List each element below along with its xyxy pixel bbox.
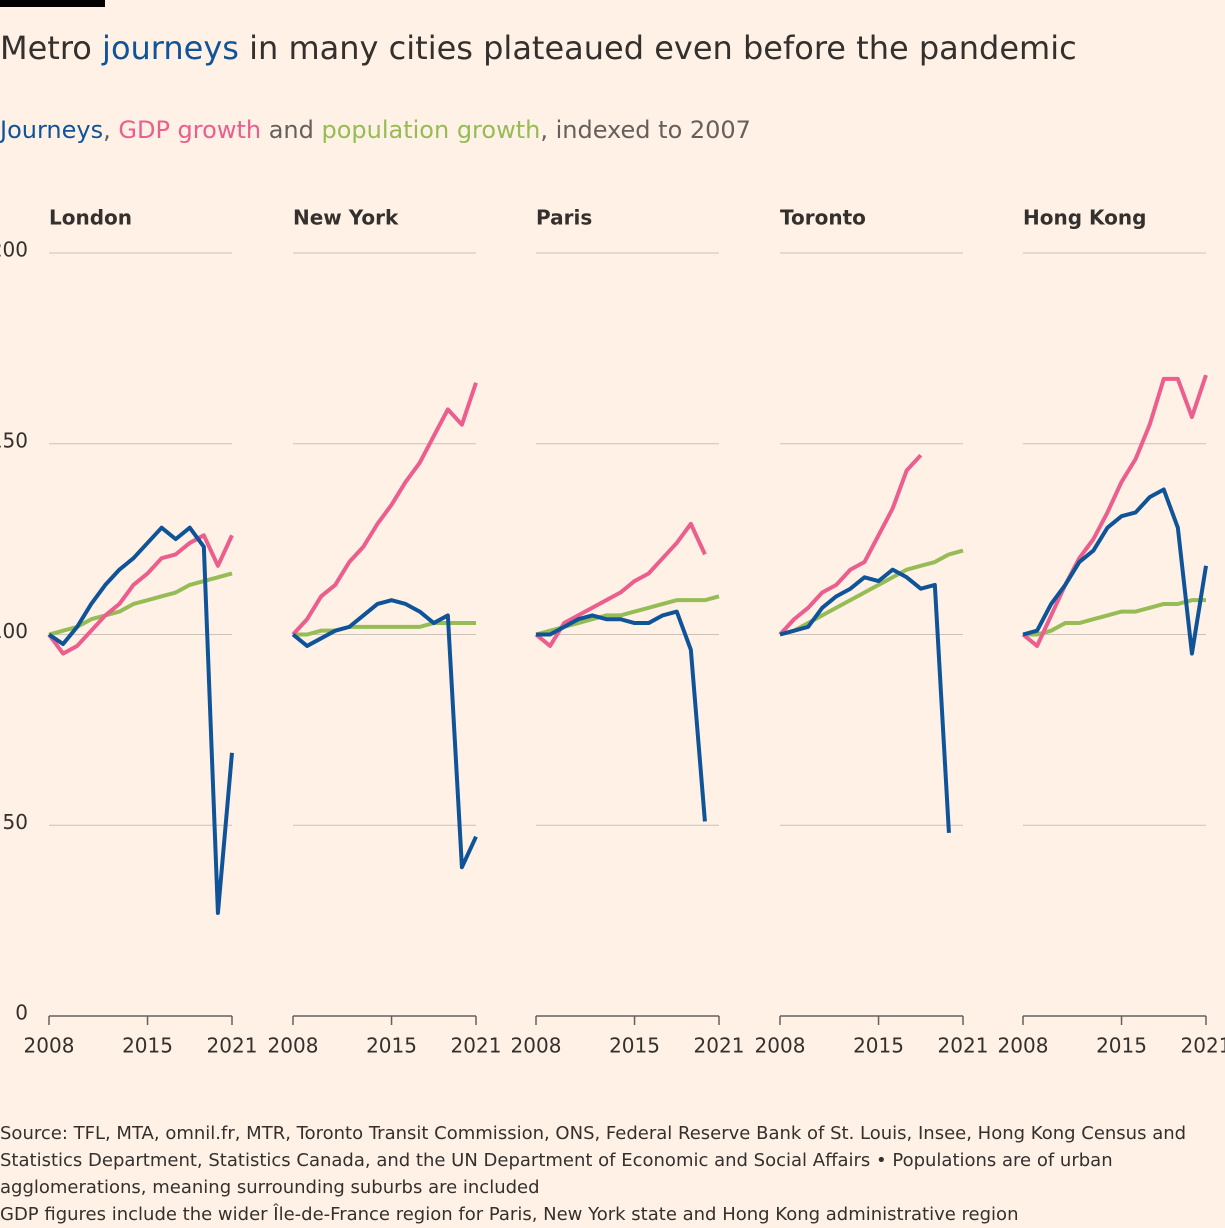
x-tick-label: 2008 (998, 1034, 1049, 1058)
x-tick-label: 2015 (366, 1034, 417, 1058)
panel-title: Toronto (780, 206, 866, 230)
note: GDP figures include the wider Île-de-Fra… (0, 1204, 1019, 1225)
y-tick-label: 50 (3, 810, 28, 834)
chart-title: Metro journeys in many cities plateaued … (0, 29, 1077, 67)
series-line (47, 533, 234, 656)
x-tick-label: 2015 (609, 1034, 660, 1058)
series-line (1023, 598, 1206, 637)
title-part: in many cities plateaued even before the… (239, 29, 1077, 67)
x-tick-label: 2008 (755, 1034, 806, 1058)
subtitle-part: and (261, 116, 321, 144)
legend-entry: GDP growth (118, 116, 261, 144)
y-tick-label: 200 (0, 238, 28, 262)
chart-subtitle: Journeys, GDP growth and population grow… (0, 116, 751, 144)
title-part: Metro (0, 29, 102, 67)
series-line (291, 598, 478, 870)
panel-title: London (49, 206, 132, 230)
series-line (47, 525, 234, 915)
panel-title: Paris (536, 206, 592, 230)
x-tick-label: 2021 (451, 1034, 502, 1058)
source: Source: TFL, MTA, omnil.fr, MTR, Toronto… (0, 1123, 1187, 1198)
footnote: Source: TFL, MTA, omnil.fr, MTR, Toronto… (0, 1120, 1205, 1228)
x-tick-label: 2021 (1181, 1034, 1225, 1058)
panel-title: New York (293, 206, 399, 230)
legend-entry: population growth (321, 116, 540, 144)
brand-bar (0, 0, 105, 7)
title-part: journeys (101, 29, 239, 67)
legend-entry: Journeys (0, 116, 103, 144)
x-tick-label: 2021 (938, 1034, 989, 1058)
series-line (1022, 487, 1208, 656)
y-tick-label: 150 (0, 428, 28, 452)
x-tick-label: 2015 (853, 1034, 904, 1058)
y-tick-label: 0 (15, 1001, 28, 1025)
series-line (534, 521, 707, 648)
series-line (536, 609, 707, 822)
series-line (293, 621, 476, 637)
y-tick-label: 100 (0, 619, 28, 643)
series-line (779, 567, 951, 833)
x-tick-label: 2008 (511, 1034, 562, 1058)
x-tick-label: 2021 (694, 1034, 745, 1058)
chart: Metro journeys in many cities plateaued … (0, 0, 1225, 1058)
series-line (291, 382, 478, 636)
subtitle-part: , indexed to 2007 (540, 116, 751, 144)
x-tick-label: 2015 (1096, 1034, 1147, 1058)
series-line (1021, 374, 1208, 648)
x-tick-label: 2008 (24, 1034, 75, 1058)
x-tick-label: 2015 (122, 1034, 173, 1058)
subtitle-part: , (103, 116, 118, 144)
x-tick-label: 2021 (207, 1034, 258, 1058)
series-line (778, 453, 923, 636)
panel-title: Hong Kong (1023, 206, 1146, 230)
x-tick-label: 2008 (268, 1034, 319, 1058)
